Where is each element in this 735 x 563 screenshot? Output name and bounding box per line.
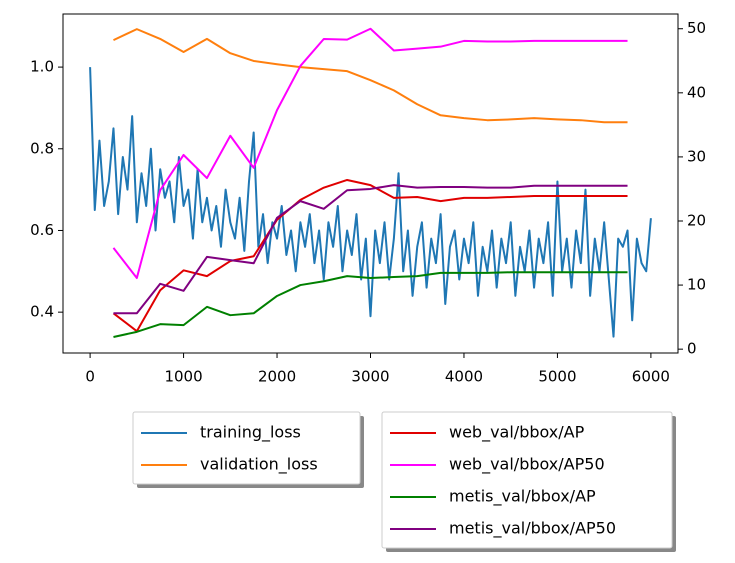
series-line <box>112 178 628 333</box>
y2-tick-label: 20 <box>687 211 706 229</box>
series-line <box>113 184 628 315</box>
legend-label: validation_loss <box>200 455 318 475</box>
legend: training_loss validation_loss <box>132 411 364 488</box>
y-tick-label: 0.4 <box>30 303 54 321</box>
legend-label: training_loss <box>200 423 301 443</box>
legend-box <box>132 411 361 485</box>
legend-label: web_val/bbox/AP50 <box>449 455 605 475</box>
legend-label: web_val/bbox/AP <box>449 423 585 443</box>
x-tick-label: 5000 <box>538 368 576 386</box>
x-tick-label: 0 <box>85 368 95 386</box>
series-line <box>89 67 652 338</box>
legend: web_val/bbox/AP web_val/bbox/AP50 metis_va… <box>381 411 676 552</box>
legend-label: metis_val/bbox/AP <box>449 487 596 507</box>
y2-tick-label: 30 <box>687 147 706 165</box>
y2-tick-label: 10 <box>687 276 706 294</box>
y-tick-label: 1.0 <box>30 58 54 76</box>
plot-frame <box>62 13 679 354</box>
y-tick-label: 0.8 <box>30 139 54 157</box>
x-tick-label: 6000 <box>632 368 670 386</box>
y2-tick-label: 50 <box>687 19 706 37</box>
x-tick-label: 3000 <box>351 368 389 386</box>
y-tick-label: 0.6 <box>30 221 54 239</box>
series-line <box>113 271 628 338</box>
y2-tick-label: 0 <box>687 340 697 358</box>
x-tick-label: 1000 <box>164 368 202 386</box>
series-line <box>112 27 628 280</box>
x-tick-label: 4000 <box>445 368 483 386</box>
x-tick-label: 2000 <box>258 368 296 386</box>
series-line <box>113 28 628 124</box>
legend-label: metis_val/bbox/AP50 <box>449 519 616 539</box>
legend-box <box>381 411 673 549</box>
y2-tick-label: 40 <box>687 83 706 101</box>
